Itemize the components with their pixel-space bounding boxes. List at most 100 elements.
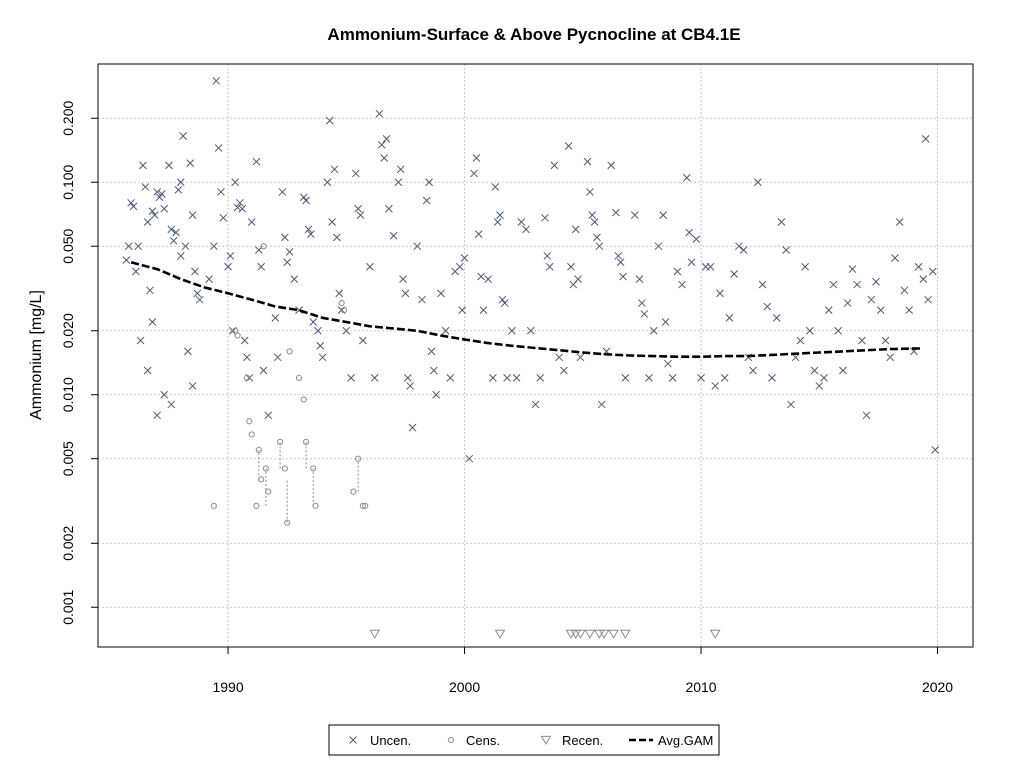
uncensored-point bbox=[777, 218, 786, 226]
uncensored-point bbox=[668, 374, 677, 382]
uncensored-point bbox=[259, 366, 268, 375]
uncensored-point bbox=[153, 411, 161, 420]
legend-box bbox=[328, 724, 720, 756]
axes: 1990 2000 2010 2020 0.001 0.002 0.005 0.010 0.02… bbox=[60, 63, 974, 695]
x-tick-label: 2010 bbox=[685, 679, 716, 695]
uncensored-point bbox=[730, 270, 739, 278]
uncensored-point bbox=[924, 295, 932, 304]
uncensored-point bbox=[900, 286, 909, 295]
censored-point bbox=[312, 502, 319, 509]
uncensored-point bbox=[500, 299, 509, 307]
uncensored-point bbox=[356, 211, 365, 219]
censored-point bbox=[262, 465, 270, 472]
uncensored-point bbox=[834, 326, 843, 335]
uncensored-point bbox=[264, 411, 273, 420]
uncensored-point bbox=[143, 366, 152, 375]
uncensored-point bbox=[735, 242, 743, 251]
uncensored-point bbox=[673, 267, 682, 276]
uncensored-point bbox=[545, 262, 554, 271]
uncensored-point bbox=[491, 183, 500, 191]
uncensored-point bbox=[919, 275, 928, 283]
uncensored-point bbox=[304, 225, 313, 234]
uncensored-point bbox=[243, 353, 251, 362]
censored-point bbox=[310, 465, 317, 472]
censored-point bbox=[255, 446, 262, 454]
uncensored-point bbox=[659, 211, 668, 219]
uncensored-point bbox=[645, 374, 653, 382]
uncensored-point bbox=[512, 374, 521, 382]
x-tick-label: 2020 bbox=[922, 679, 953, 695]
chart-title: Ammonium-Surface & Above Pycnocline at C… bbox=[327, 25, 740, 44]
uncensored-point bbox=[593, 233, 601, 242]
uncensored-point bbox=[157, 190, 166, 198]
uncensored-point bbox=[550, 161, 559, 170]
uncensored-point bbox=[335, 289, 344, 298]
uncensored-point bbox=[640, 310, 649, 318]
y-tick-label: 0.200 bbox=[60, 101, 76, 136]
uncensored-point bbox=[455, 262, 464, 271]
uncensored-point bbox=[389, 231, 398, 240]
uncensored-point bbox=[465, 454, 474, 463]
uncensored-point bbox=[375, 109, 384, 118]
uncensored-point bbox=[914, 262, 923, 271]
grid bbox=[98, 64, 973, 647]
uncensored-point bbox=[782, 246, 791, 254]
uncensored-point bbox=[385, 204, 393, 213]
uncensored-point bbox=[711, 382, 720, 390]
recensored-point bbox=[598, 629, 610, 639]
uncensored-point bbox=[425, 178, 433, 187]
censored-point bbox=[284, 519, 291, 526]
uncensored-point bbox=[342, 326, 351, 335]
uncensored-point bbox=[574, 275, 582, 283]
uncensored-point bbox=[597, 400, 606, 409]
censored-point bbox=[210, 502, 217, 509]
uncensored-point bbox=[839, 366, 847, 375]
x-tick-label: 2000 bbox=[449, 679, 480, 695]
uncensored-point bbox=[309, 318, 318, 326]
recensored-point bbox=[369, 629, 381, 639]
uncensored-point bbox=[571, 225, 580, 234]
y-tick-label: 0.100 bbox=[60, 164, 76, 199]
gam-line bbox=[130, 261, 921, 358]
uncensored-point bbox=[399, 275, 407, 283]
x-tick-label: 1990 bbox=[212, 679, 243, 695]
uncensored-point bbox=[612, 208, 620, 217]
uncensored-point bbox=[886, 353, 895, 362]
uncensored-point bbox=[318, 353, 327, 362]
censored-point bbox=[281, 465, 288, 472]
uncensored-point bbox=[124, 242, 133, 251]
uncensored-point bbox=[921, 134, 930, 143]
uncensored-point bbox=[437, 289, 445, 298]
uncensored-point bbox=[654, 242, 663, 251]
uncensored-point bbox=[278, 188, 287, 196]
uncensored-point bbox=[517, 218, 526, 226]
uncensored-point bbox=[188, 382, 197, 390]
uncensored-point bbox=[543, 252, 552, 260]
uncensored-point bbox=[649, 326, 658, 335]
uncensored-point bbox=[638, 299, 646, 307]
uncensored-point bbox=[857, 336, 866, 345]
uncensored-point bbox=[619, 272, 627, 281]
uncensored-point bbox=[749, 366, 757, 375]
recensored-point bbox=[619, 629, 631, 639]
censored-point bbox=[243, 374, 251, 382]
uncensored-point bbox=[394, 178, 403, 187]
uncensored-point bbox=[493, 218, 502, 226]
uncensored-point bbox=[616, 258, 625, 267]
recensored-point bbox=[709, 629, 721, 639]
uncensored-point bbox=[299, 193, 308, 202]
uncensored-point bbox=[820, 374, 828, 382]
uncensored-point bbox=[479, 306, 488, 315]
uncensored-point bbox=[716, 289, 724, 298]
uncensored-point bbox=[188, 211, 197, 219]
uncensored-point bbox=[330, 165, 339, 174]
y-tick-label: 0.001 bbox=[60, 590, 76, 625]
uncensored-point bbox=[928, 267, 937, 276]
data-points bbox=[122, 76, 940, 639]
uncensored-point bbox=[219, 213, 228, 222]
uncensored-point bbox=[853, 280, 861, 289]
uncensored-point bbox=[697, 374, 705, 382]
uncensored-point bbox=[692, 235, 701, 243]
